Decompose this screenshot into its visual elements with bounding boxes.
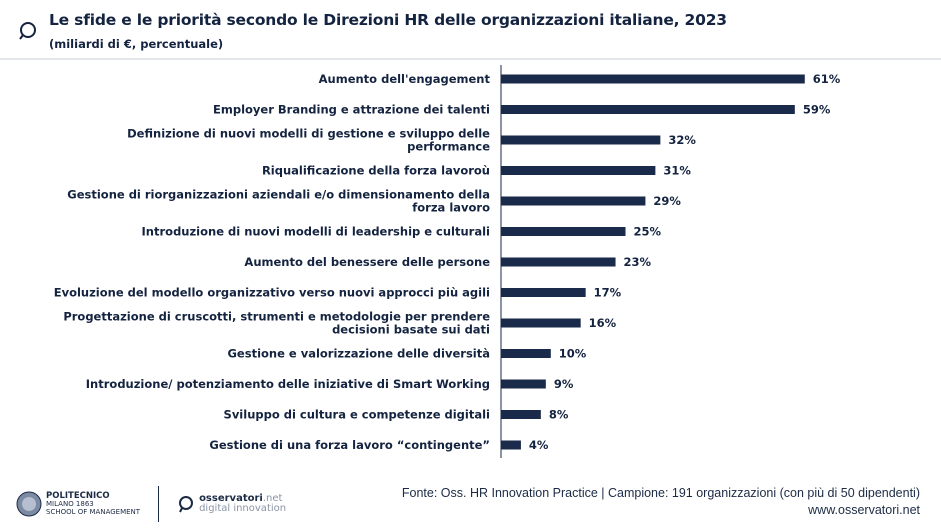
category-label: Gestione di riorganizzazioni aziendali e… (67, 188, 490, 202)
category-label: Sviluppo di cultura e competenze digital… (224, 408, 490, 422)
bar (501, 257, 616, 267)
bar (501, 74, 805, 84)
osservatori-logo-text: osservatori.net digital innovation (199, 493, 287, 514)
bar (501, 227, 626, 236)
website-link[interactable]: www.osservatori.net (808, 503, 920, 517)
category-label: Introduzione/ potenziamento delle inizia… (86, 377, 490, 391)
bar (501, 135, 661, 145)
bar (501, 105, 795, 114)
category-label: Evoluzione del modello organizzativo ver… (54, 286, 490, 300)
value-label: 59% (803, 103, 831, 117)
bar (501, 318, 581, 328)
value-label: 8% (549, 408, 569, 422)
category-label: performance (407, 140, 490, 154)
bar (501, 379, 546, 389)
magnifier-icon (19, 22, 36, 40)
chart-subtitle: (miliardi di €, percentuale) (49, 37, 224, 51)
bar (501, 349, 551, 358)
category-label: Aumento del benessere delle persone (244, 255, 490, 269)
category-label: Riqualificazione della forza lavoroù (262, 164, 490, 178)
polimi-logo-text: POLITECNICO MILANO 1863 SCHOOL OF MANAGEME… (46, 491, 141, 516)
value-label: 25% (634, 225, 662, 239)
value-label: 4% (529, 438, 549, 452)
divider (0, 58, 941, 60)
source-note: Fonte: Oss. HR Innovation Practice | Cam… (402, 485, 920, 519)
category-label: Aumento dell'engagement (319, 72, 491, 86)
category-label: Gestione di una forza lavoro “contingent… (209, 438, 490, 452)
category-label: decisioni basate sui dati (332, 323, 490, 337)
value-label: 23% (624, 255, 652, 269)
category-label: Definizione di nuovi modelli di gestione… (127, 127, 490, 141)
category-label: Gestione e valorizzazione delle diversit… (227, 347, 490, 361)
category-label: Introduzione di nuovi modelli di leaders… (142, 225, 490, 239)
category-label: Progettazione di cruscotti, strumenti e … (63, 310, 490, 324)
bar (501, 440, 521, 450)
category-label: forza lavoro (412, 201, 490, 215)
chart-title: Le sfide e le priorità secondo le Direzi… (49, 11, 727, 29)
value-label: 10% (559, 347, 587, 361)
footer-logos: POLITECNICO MILANO 1863 SCHOOL OF MANAGEME… (16, 486, 286, 522)
value-label: 32% (668, 133, 696, 147)
bar (501, 196, 646, 206)
bar-chart: Aumento dell'engagement 61% Employer Brand… (54, 65, 841, 458)
value-label: 17% (594, 286, 622, 300)
source-text: Fonte: Oss. HR Innovation Practice | Cam… (401, 486, 920, 500)
bar (501, 166, 656, 175)
polimi-seal-logo (16, 491, 42, 517)
category-label: Employer Branding e attrazione dei talen… (213, 103, 490, 117)
osservatori-logo-icon (179, 496, 194, 513)
bar (501, 288, 586, 297)
bar (501, 410, 541, 419)
value-label: 29% (653, 194, 681, 208)
value-label: 61% (813, 72, 841, 86)
value-label: 16% (589, 316, 617, 330)
value-label: 31% (663, 164, 691, 178)
logo-separator (158, 486, 160, 522)
value-label: 9% (554, 377, 574, 391)
